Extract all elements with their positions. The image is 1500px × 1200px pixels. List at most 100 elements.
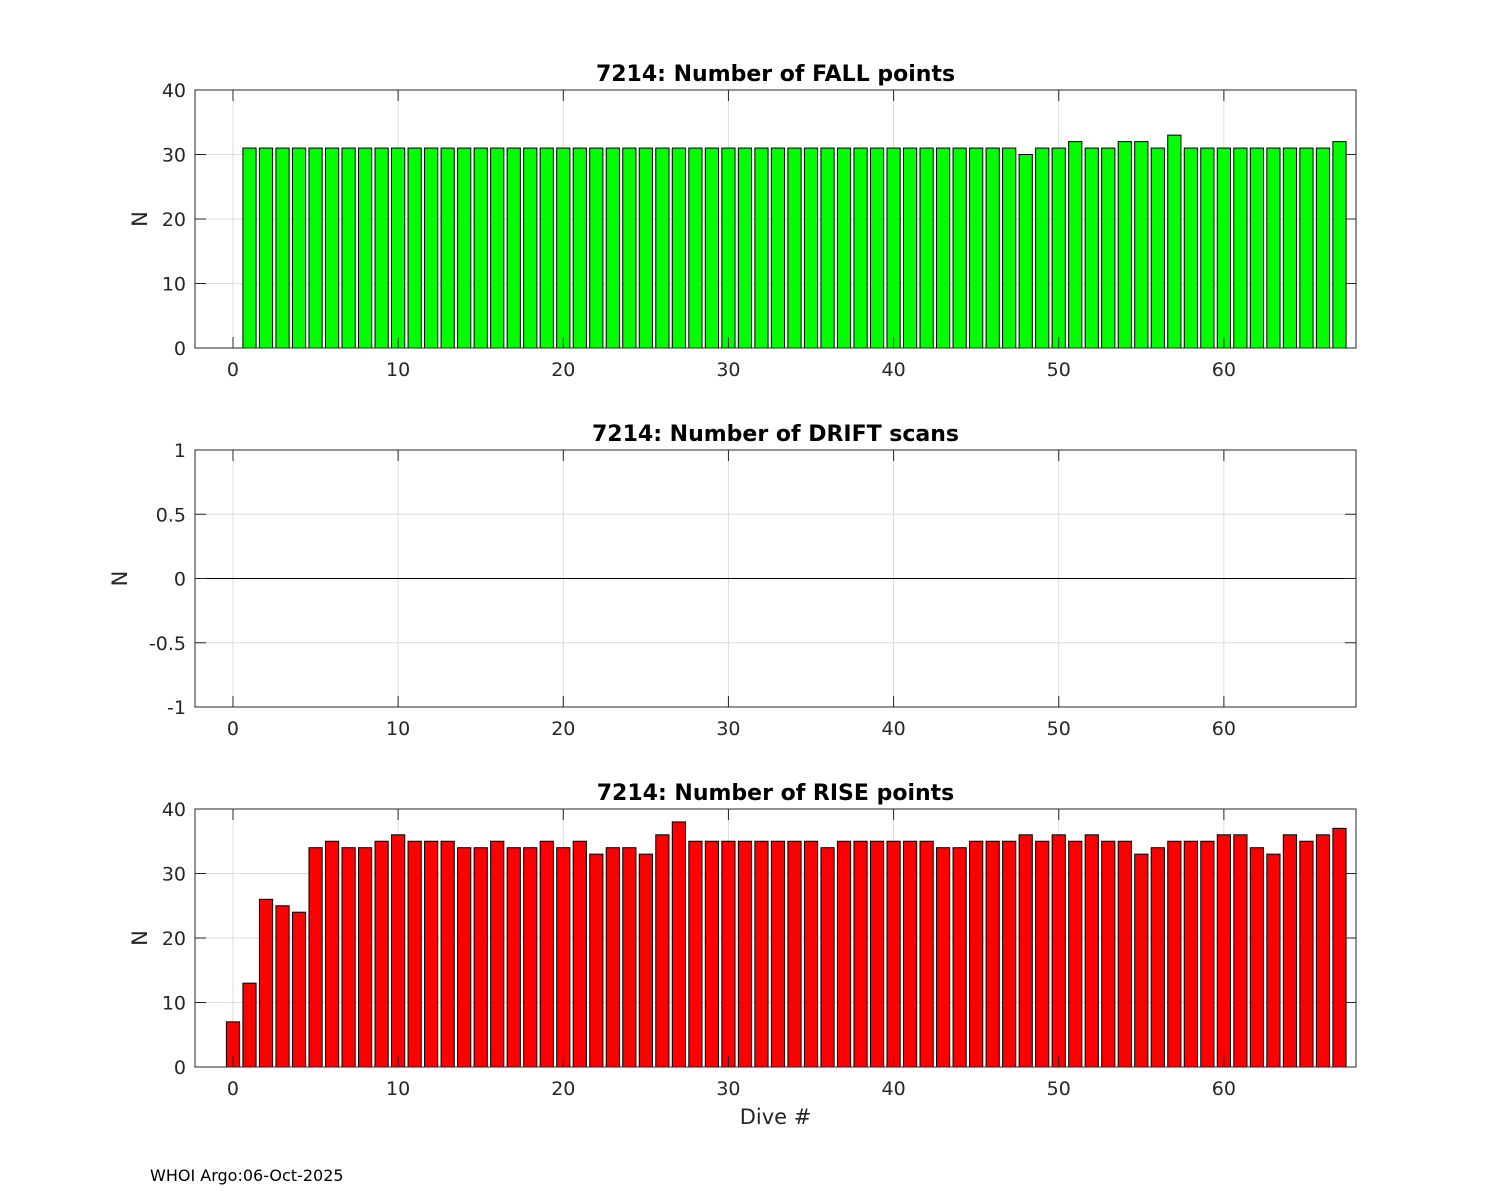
y-tick-label: -0.5: [149, 633, 186, 655]
bar: [886, 147, 901, 349]
bar: [737, 840, 753, 1068]
bar: [242, 147, 257, 349]
bar: [324, 840, 340, 1068]
bar: [1183, 840, 1198, 1068]
x-tick-label: 0: [227, 359, 239, 381]
bar: [572, 840, 587, 1068]
bar: [754, 840, 769, 1068]
bar: [754, 147, 769, 349]
bar: [523, 847, 538, 1068]
bar: [539, 840, 554, 1068]
bar: [1101, 147, 1116, 349]
bar: [457, 847, 472, 1068]
x-tick-label: 30: [716, 359, 740, 381]
chart-title: 7214: Number of DRIFT scans: [592, 422, 959, 447]
bar: [836, 840, 852, 1068]
y-tick-label: 10: [162, 993, 186, 1015]
bar: [1150, 847, 1165, 1068]
bar: [704, 840, 720, 1068]
bar: [1117, 840, 1132, 1068]
bar: [424, 840, 439, 1068]
bar: [1315, 834, 1331, 1068]
bar: [1167, 134, 1182, 349]
bar: [589, 853, 604, 1068]
bar: [985, 147, 1000, 349]
x-tick-label: 10: [386, 359, 410, 381]
y-tick-label: 0: [174, 1057, 186, 1079]
bar: [936, 147, 951, 349]
y-axis-label: N: [108, 571, 132, 587]
bar: [1035, 147, 1050, 349]
x-tick-label: 30: [716, 1078, 740, 1100]
y-axis-label: N: [128, 930, 152, 946]
bar: [671, 821, 686, 1068]
bar: [638, 147, 653, 349]
bar: [291, 911, 307, 1068]
bar: [258, 147, 274, 349]
bar: [539, 147, 554, 349]
bar: [936, 847, 951, 1068]
chart-title: 7214: Number of FALL points: [596, 62, 955, 87]
bar: [374, 840, 389, 1068]
y-tick-label: 30: [162, 145, 186, 167]
bar: [1282, 834, 1298, 1068]
bar: [688, 147, 703, 349]
bar: [622, 147, 637, 349]
x-tick-label: 20: [551, 359, 575, 381]
bar: [952, 847, 967, 1068]
bar: [985, 840, 1000, 1068]
bar: [902, 840, 918, 1068]
bar: [357, 147, 373, 349]
bar: [440, 147, 455, 349]
bar: [506, 147, 521, 349]
bar: [671, 147, 686, 349]
bar: [391, 147, 406, 349]
bar: [1068, 141, 1083, 349]
bar: [919, 840, 934, 1068]
x-tick-label: 50: [1047, 359, 1071, 381]
bar: [655, 834, 670, 1068]
bar: [919, 147, 934, 349]
y-tick-label: 0: [174, 338, 186, 360]
bar: [357, 847, 373, 1068]
bar: [291, 147, 307, 349]
y-tick-label: 0: [174, 569, 186, 591]
bar: [1018, 154, 1033, 349]
y-tick-label: 0.5: [156, 504, 186, 526]
bar: [969, 840, 984, 1068]
x-tick-label: 0: [227, 1078, 239, 1100]
bar: [1068, 840, 1083, 1068]
chart-title: 7214: Number of RISE points: [597, 781, 955, 806]
bar: [457, 147, 472, 349]
bar: [886, 840, 901, 1068]
bar: [490, 840, 505, 1068]
bar: [820, 847, 835, 1068]
bar: [473, 147, 488, 349]
bar: [721, 840, 736, 1068]
y-tick-label: 30: [162, 864, 186, 886]
bar: [324, 147, 340, 349]
bar: [1084, 834, 1099, 1068]
chart-panel-3: 0 10 20 30 40 50 60 0 10 20 30 40 7214: Number of RI…: [128, 781, 1357, 1129]
bar: [1150, 147, 1165, 349]
bar: [770, 840, 786, 1068]
bar: [737, 147, 753, 349]
bar: [688, 840, 703, 1068]
bar: [490, 147, 505, 349]
y-tick-label: 10: [162, 274, 186, 296]
bar: [1216, 147, 1231, 349]
bar: [1233, 147, 1248, 349]
bar: [1002, 147, 1017, 349]
bar: [820, 147, 835, 349]
y-axis-label: N: [128, 211, 152, 227]
bar: [853, 147, 868, 349]
bar: [1051, 147, 1066, 349]
bar: [1018, 834, 1033, 1068]
y-tick-label: 1: [174, 440, 186, 462]
x-tick-label: 0: [227, 718, 239, 740]
chart-panel-2: 0 10 20 30 40 50 60 -1 -0.5 0 0.5 1 7214: Number of …: [108, 422, 1357, 740]
bar: [1266, 147, 1281, 349]
bar: [1200, 147, 1215, 349]
bar: [572, 147, 587, 349]
y-tick-label: 20: [162, 928, 186, 950]
